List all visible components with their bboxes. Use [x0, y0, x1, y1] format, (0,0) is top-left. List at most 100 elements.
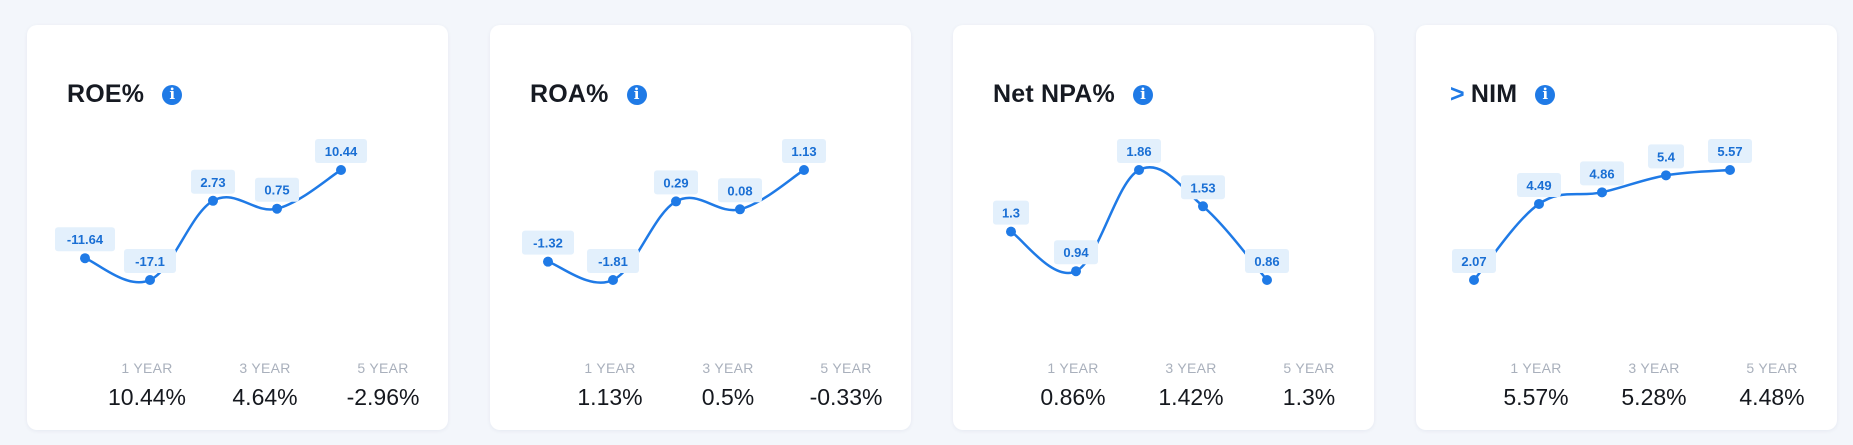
data-label-bg [587, 249, 639, 273]
data-point[interactable] [145, 275, 155, 285]
card-title: ROA% [524, 80, 609, 109]
stats-row: 1 YEAR 1.13% 3 YEAR 0.5% 5 YEAR -0.33% [490, 360, 911, 420]
stat-5-year: 5 YEAR -2.96% [323, 360, 443, 411]
data-point[interactable] [80, 253, 90, 264]
nim-card: > NIM i 2.07 4.49 4.86 5.4 5.57 1 YEAR 5.57% … [1416, 25, 1837, 430]
stat-value: 1.13% [577, 384, 643, 410]
card-title: ROE% [61, 80, 144, 109]
card-title-text: Net NPA% [993, 80, 1115, 108]
data-label: 1.53 [1190, 180, 1215, 195]
stat-3-year: 3 YEAR 5.28% [1594, 360, 1714, 411]
data-label: 0.75 [264, 183, 289, 198]
card-title: > NIM [1450, 80, 1517, 109]
stat-value: 0.5% [701, 384, 755, 410]
data-label: 1.3 [1002, 206, 1020, 221]
data-point[interactable] [1134, 165, 1144, 175]
data-point[interactable] [1534, 198, 1544, 209]
data-point[interactable] [1006, 226, 1016, 237]
net-npa-card: Net NPA% i 1.3 0.94 1.86 1.53 0.86 1 YEAR 0.… [953, 25, 1374, 430]
data-point[interactable] [543, 256, 553, 267]
data-label-bg [55, 227, 115, 252]
stat-value: 1.3% [1282, 384, 1336, 410]
data-label-bg [718, 178, 762, 203]
data-label-bg [1580, 161, 1624, 186]
data-label-bg [782, 139, 826, 163]
data-point[interactable] [1661, 170, 1671, 181]
data-label: 1.86 [1126, 144, 1151, 159]
data-point[interactable] [1198, 201, 1208, 212]
stat-value: -0.33% [809, 384, 883, 410]
stat-1-year: 1 YEAR 0.86% [1013, 360, 1133, 411]
stat-3-year: 3 YEAR 1.42% [1131, 360, 1251, 411]
stat-1-year: 1 YEAR 5.57% [1476, 360, 1596, 411]
info-icon[interactable]: i [626, 84, 647, 105]
stat-label: 3 YEAR [1165, 360, 1217, 376]
stat-label: 3 YEAR [239, 360, 291, 376]
data-point[interactable] [735, 204, 745, 215]
data-point[interactable] [1262, 275, 1272, 285]
roe-line-chart: -11.64 -17.1 2.73 0.75 10.44 [55, 139, 367, 285]
data-label: -11.64 [67, 232, 104, 247]
data-label: 2.73 [200, 175, 225, 190]
stat-label: 1 YEAR [121, 360, 173, 376]
data-label-bg [1452, 249, 1496, 273]
stat-3-year: 3 YEAR 4.64% [205, 360, 325, 411]
data-point[interactable] [1071, 266, 1081, 277]
stat-label: 1 YEAR [1047, 360, 1099, 376]
data-point[interactable] [1725, 165, 1735, 175]
roe-card: ROE% i -11.64 -17.1 2.73 0.75 10.44 1 YEAR 1… [27, 25, 448, 430]
data-label-bg [993, 200, 1029, 225]
data-label: 2.07 [1461, 254, 1486, 269]
stat-label: 5 YEAR [1746, 360, 1798, 376]
stat-label: 1 YEAR [1510, 360, 1562, 376]
stat-value: 4.48% [1739, 384, 1805, 410]
data-label-bg [124, 249, 176, 273]
data-point[interactable] [1469, 275, 1479, 285]
data-label-bg [255, 177, 299, 202]
data-point[interactable] [671, 196, 681, 207]
info-icon[interactable]: i [1133, 84, 1153, 105]
data-point[interactable] [608, 275, 618, 285]
info-icon[interactable]: i [1535, 84, 1556, 105]
net-npa-line-chart: 1.3 0.94 1.86 1.53 0.86 [993, 139, 1289, 285]
info-icon[interactable]: i [162, 84, 183, 105]
data-point[interactable] [336, 165, 346, 175]
data-label-bg [522, 230, 574, 255]
stat-3-year: 3 YEAR 0.5% [668, 360, 788, 411]
stat-label: 5 YEAR [357, 360, 409, 376]
roa-card: ROA% i -1.32 -1.81 0.29 0.08 1.13 1 YEAR 1.1… [490, 25, 911, 430]
data-label: 5.57 [1717, 144, 1742, 159]
stat-value: 4.64% [232, 384, 298, 410]
data-label-bg [1517, 172, 1561, 197]
data-label-bg [1708, 139, 1752, 163]
data-label-bg [1054, 240, 1098, 265]
data-label: 4.86 [1589, 166, 1614, 181]
stats-row: 1 YEAR 10.44% 3 YEAR 4.64% 5 YEAR -2.96% [27, 360, 448, 420]
stat-value: 5.28% [1621, 384, 1687, 410]
card-header: Net NPA% i [987, 80, 1153, 109]
stat-1-year: 1 YEAR 1.13% [550, 360, 670, 411]
data-point[interactable] [272, 203, 282, 214]
expand-chevron[interactable]: > [1450, 80, 1465, 108]
data-point[interactable] [799, 165, 809, 175]
data-label-bg [1181, 175, 1225, 200]
data-label-bg [1117, 139, 1161, 163]
stat-5-year: 5 YEAR -0.33% [786, 360, 906, 411]
data-point[interactable] [1597, 187, 1607, 198]
roa-line-chart: -1.32 -1.81 0.29 0.08 1.13 [522, 139, 826, 285]
data-label-bg [191, 169, 235, 194]
stats-row: 1 YEAR 5.57% 3 YEAR 5.28% 5 YEAR 4.48% [1416, 360, 1837, 420]
stat-5-year: 5 YEAR 1.3% [1249, 360, 1369, 411]
stat-1-year: 1 YEAR 10.44% [87, 360, 207, 411]
stat-value: 1.42% [1158, 384, 1224, 410]
stat-label: 5 YEAR [820, 360, 872, 376]
data-label: 10.44 [325, 144, 358, 159]
series-line [1472, 168, 1732, 282]
data-label: 0.86 [1254, 254, 1279, 269]
stats-row: 1 YEAR 0.86% 3 YEAR 1.42% 5 YEAR 1.3% [953, 360, 1374, 420]
card-header: > NIM i [1450, 80, 1556, 109]
data-label-bg [654, 170, 698, 195]
data-point[interactable] [208, 195, 218, 206]
stat-value: 10.44% [107, 384, 186, 410]
stat-label: 3 YEAR [1628, 360, 1680, 376]
